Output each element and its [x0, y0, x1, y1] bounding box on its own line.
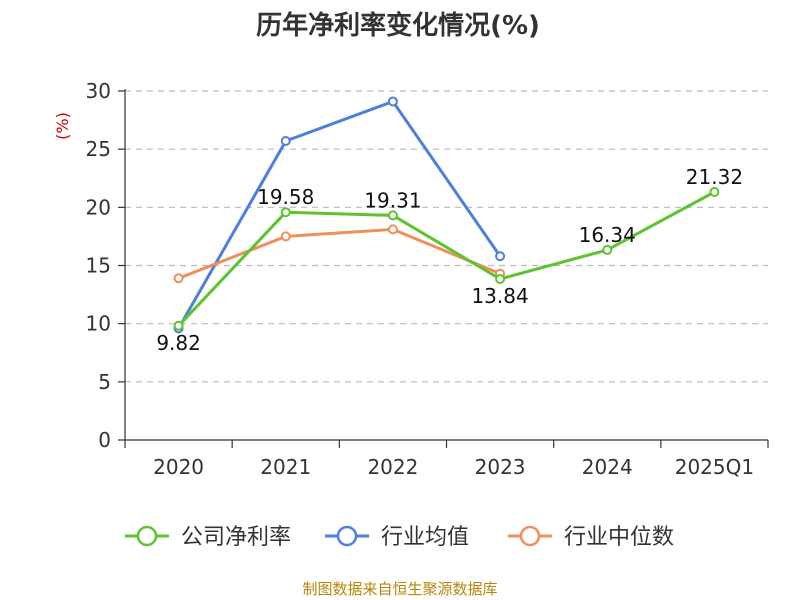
legend-marker [519, 525, 541, 547]
data-labels: 9.82 19.58 19.31 13.84 16.34 21.32 [156, 165, 743, 355]
source-note: 制图数据来自恒生聚源数据库 [302, 580, 497, 598]
x-tick-label: 2021 [260, 455, 311, 479]
y-tick-label: 15 [86, 254, 111, 278]
data-point [495, 251, 506, 262]
data-label: 19.31 [364, 188, 421, 212]
data-point [602, 244, 613, 255]
data-point [280, 231, 291, 242]
y-tick-label: 30 [86, 79, 111, 103]
x-tick-label: 2025Q1 [675, 455, 754, 479]
legend-item: 行业中位数 [508, 525, 674, 550]
data-point [387, 96, 398, 107]
series-line [177, 190, 716, 327]
data-point [387, 210, 398, 221]
y-tick-label: 0 [98, 428, 111, 452]
data-point [280, 136, 291, 147]
legend: 公司净利率 行业均值 行业中位数 [125, 525, 674, 550]
x-tick-label: 2022 [367, 455, 418, 479]
legend-marker [136, 525, 158, 547]
legend-label: 行业均值 [381, 525, 469, 550]
data-point [495, 273, 506, 284]
legend-item: 行业均值 [325, 525, 469, 550]
y-axis-unit: (%) [53, 112, 72, 140]
data-point [173, 273, 184, 284]
x-tick-label: 2024 [582, 455, 633, 479]
data-label: 16.34 [579, 223, 636, 247]
legend-marker [336, 525, 358, 547]
legend-label: 公司净利率 [181, 525, 291, 550]
series-line [178, 227, 501, 280]
data-point [387, 224, 398, 235]
y-tick-label: 25 [86, 137, 111, 161]
series-layer [173, 96, 720, 334]
axes: 0 5 10 15 20 25 30 2020 2021 2022 2023 2024 2025Q1 [86, 79, 769, 479]
data-label: 9.82 [156, 331, 201, 355]
data-label: 13.84 [471, 284, 528, 308]
x-tick-label: 2023 [475, 455, 526, 479]
data-label: 21.32 [686, 165, 743, 189]
data-label: 19.58 [257, 185, 314, 209]
legend-item: 公司净利率 [125, 525, 291, 550]
y-tick-label: 20 [86, 195, 111, 219]
y-tick-label: 5 [98, 370, 111, 394]
data-point [709, 186, 720, 197]
chart-title: 历年净利率变化情况(%) [256, 10, 540, 41]
data-point [173, 320, 184, 331]
x-tick-label: 2020 [153, 455, 204, 479]
grid-lines [125, 90, 768, 383]
y-tick-label: 10 [86, 312, 111, 336]
data-point [280, 207, 291, 218]
legend-label: 行业中位数 [564, 525, 674, 550]
series-line [177, 100, 502, 330]
